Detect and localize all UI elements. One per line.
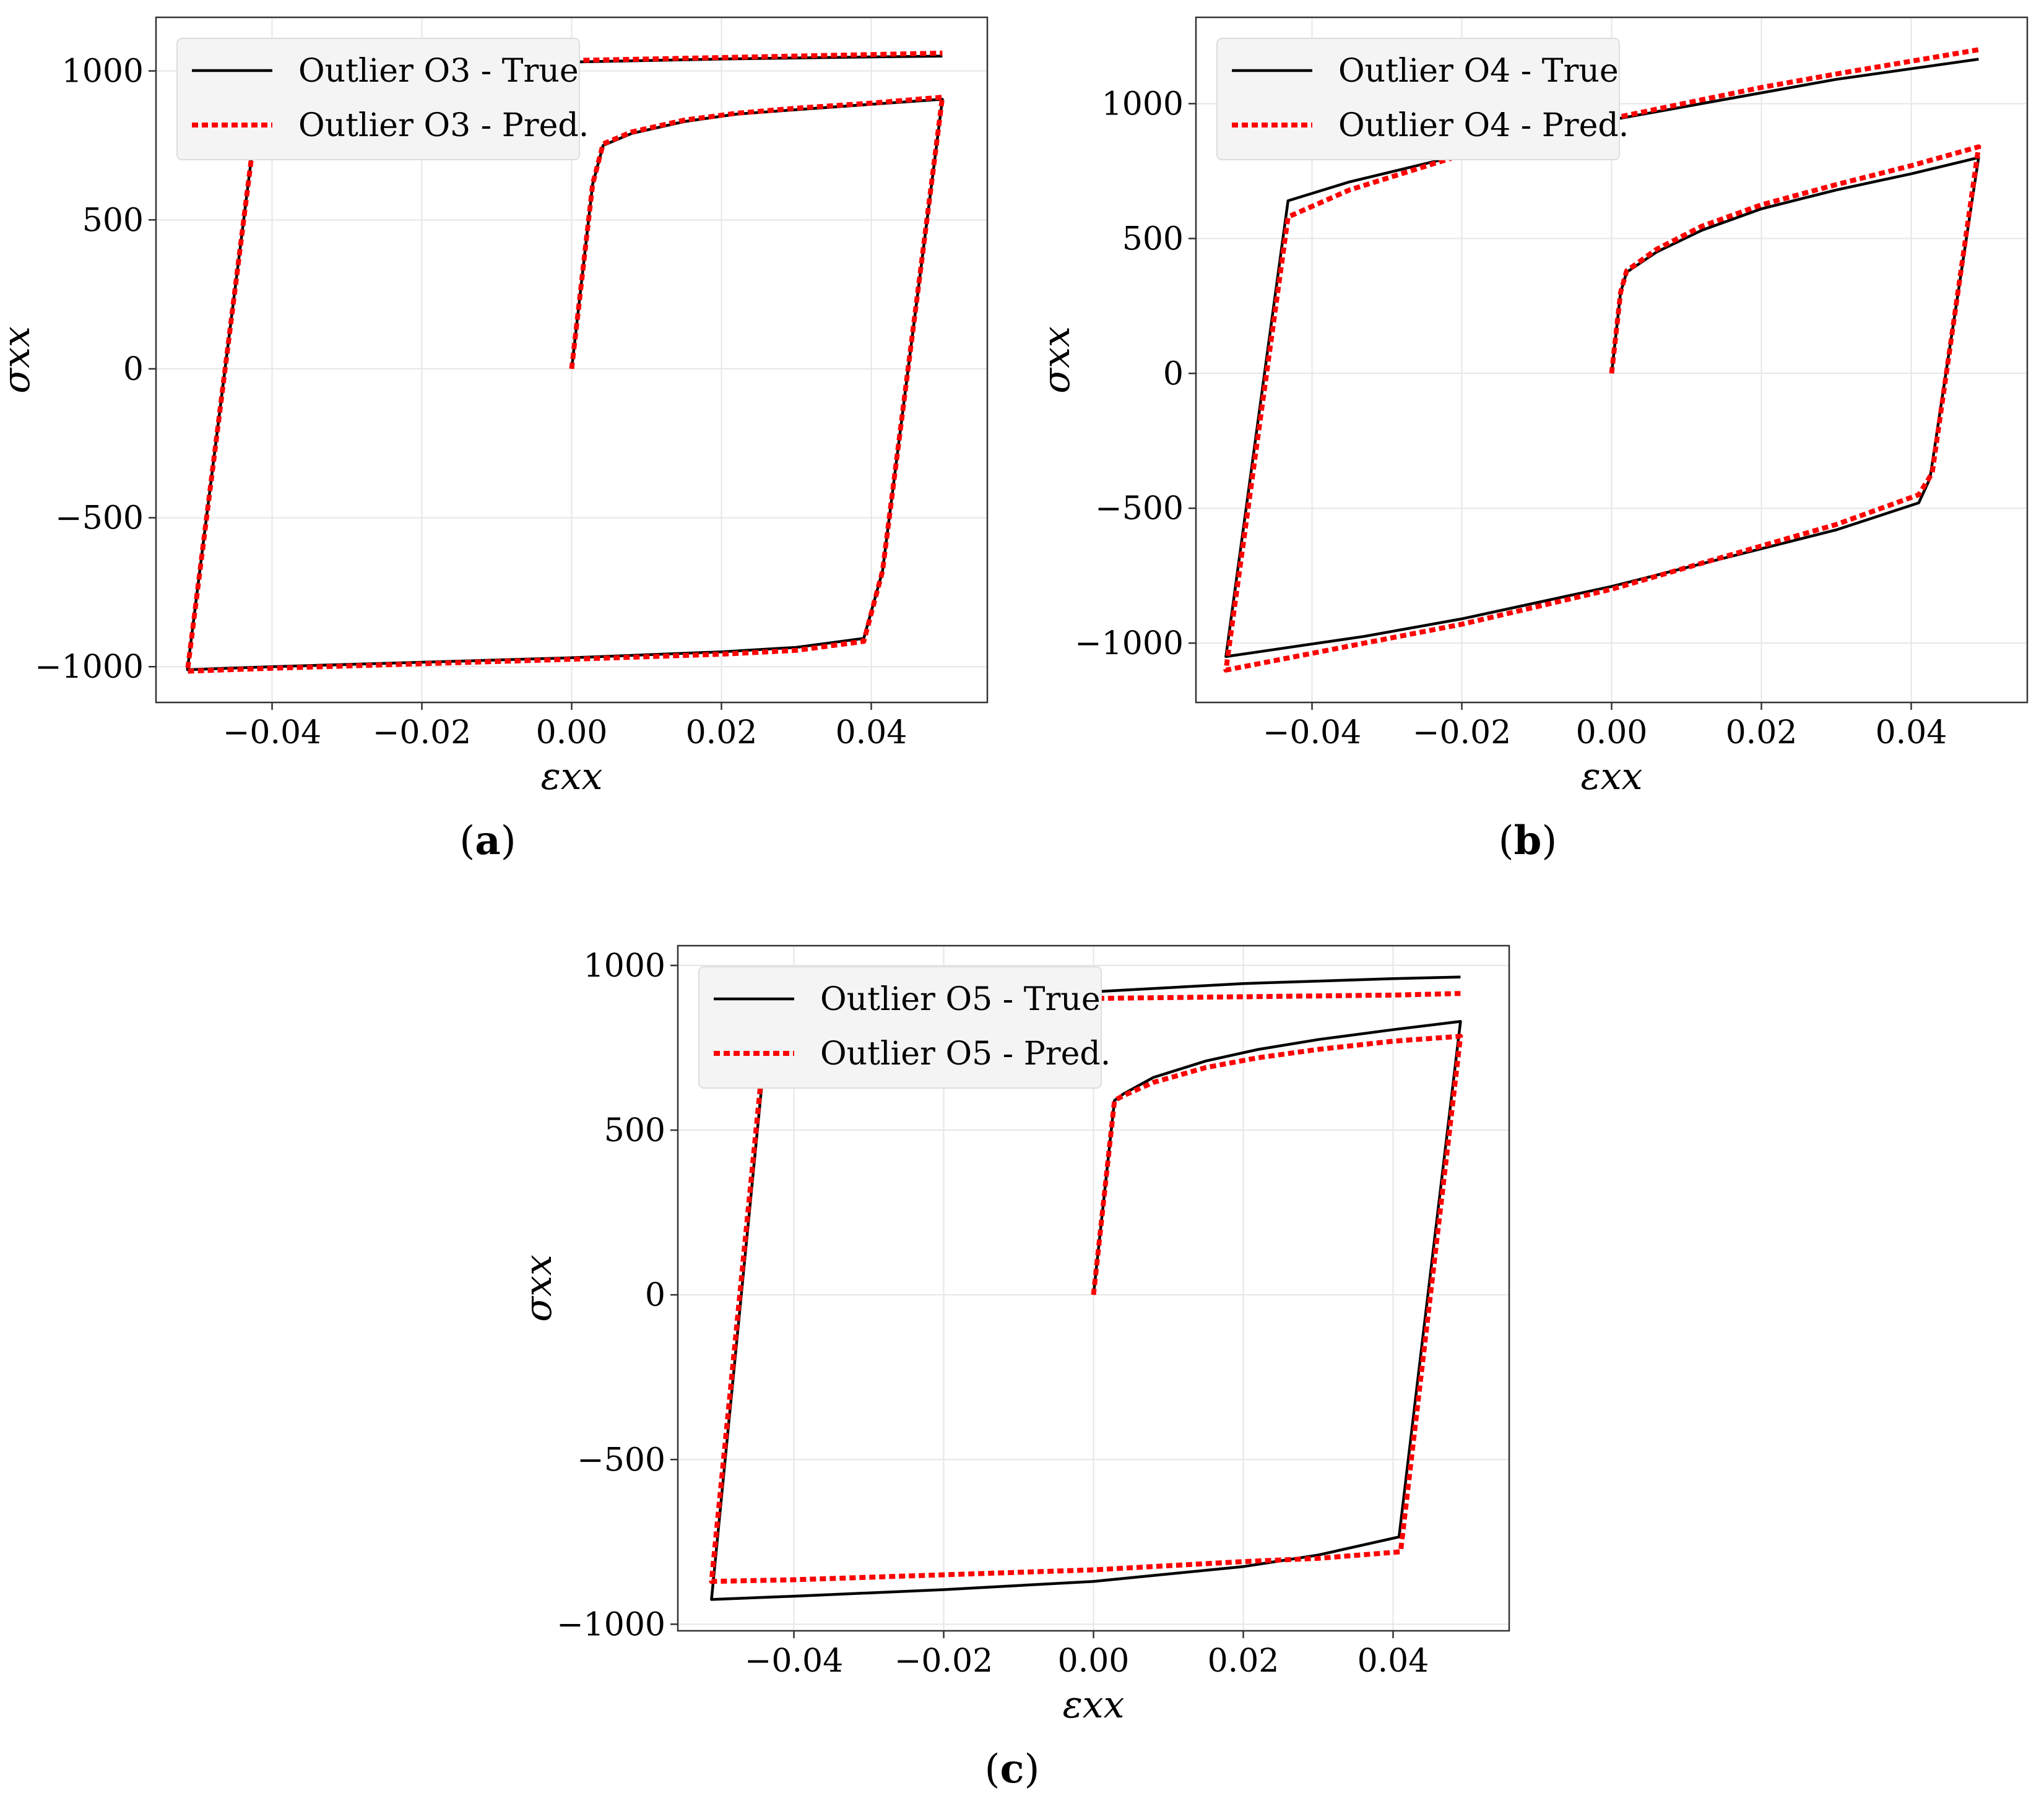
y-tick-label: 1000 <box>1102 85 1184 123</box>
y-tick-label: 500 <box>604 1112 665 1149</box>
x-tick-label: −0.02 <box>1413 714 1511 751</box>
x-tick-label: 0.02 <box>686 714 758 751</box>
y-axis-label: σxx <box>1035 326 1078 394</box>
y-tick-label: −500 <box>55 500 144 537</box>
x-tick-label: 0.02 <box>1208 1643 1280 1680</box>
x-tick-label: 0.02 <box>1726 714 1798 751</box>
x-tick-label: −0.04 <box>745 1643 843 1680</box>
y-tick-label: 0 <box>123 351 144 388</box>
legend-label-1: Outlier O3 - True <box>298 53 579 90</box>
x-axis-label: εxx <box>541 755 603 798</box>
series-line-2 <box>709 991 1463 1584</box>
legend: Outlier O4 - True Outlier O4 - Pred. <box>1216 38 1629 160</box>
legend-box <box>1216 38 1620 160</box>
y-tick-label: 500 <box>1122 220 1184 257</box>
series-line-2 <box>1223 47 1981 673</box>
y-tick-label: 500 <box>82 202 144 239</box>
panel-c: (c) −0.04 −0.02 0.00 0.02 0.04 −1000 −500 0 500 1… <box>517 944 1510 1792</box>
legend: Outlier O3 - True Outlier O3 - Pred. <box>176 38 589 160</box>
y-tick-label: 0 <box>1163 355 1184 392</box>
legend-box <box>698 966 1102 1089</box>
x-tick-label: 0.00 <box>536 714 608 751</box>
legend-label-1: Outlier O4 - True <box>1338 53 1619 90</box>
x-tick-label: 0.00 <box>1058 1643 1130 1680</box>
legend-label-1: Outlier O5 - True <box>820 981 1101 1018</box>
x-tick-label: 0.00 <box>1576 714 1648 751</box>
legend-label-2: Outlier O5 - Pred. <box>820 1035 1111 1073</box>
x-tick-label: −0.02 <box>373 714 471 751</box>
x-tick-label: 0.04 <box>1876 714 1947 751</box>
y-axis-label: σxx <box>517 1255 560 1322</box>
x-tick-label: 0.04 <box>836 714 907 751</box>
y-tick-label: −500 <box>1095 490 1184 527</box>
x-axis-label: εxx <box>1063 1683 1125 1727</box>
panel-b-caption-letter: b <box>1514 818 1542 864</box>
panel-c-caption-letter: c <box>1000 1746 1024 1792</box>
panel-a-caption: (a) <box>459 818 516 864</box>
legend-box <box>176 38 580 160</box>
y-tick-label: −1000 <box>556 1606 665 1643</box>
y-tick-label: 1000 <box>584 948 665 985</box>
x-axis-label: εxx <box>1581 755 1643 798</box>
x-tick-label: −0.04 <box>1263 714 1361 751</box>
panel-c-caption: (c) <box>985 1746 1040 1792</box>
y-tick-label: −500 <box>577 1441 665 1479</box>
x-tick-label: −0.04 <box>223 714 321 751</box>
series-line-2 <box>184 50 945 674</box>
y-tick-label: 0 <box>645 1277 665 1314</box>
legend: Outlier O5 - True Outlier O5 - Pred. <box>698 966 1111 1089</box>
panel-a-caption-letter: a <box>475 818 500 864</box>
y-tick-label: 1000 <box>62 53 144 90</box>
x-tick-label: 0.04 <box>1358 1643 1429 1680</box>
y-tick-label: −1000 <box>1075 625 1184 662</box>
panel-b-caption: (b) <box>1499 818 1557 864</box>
x-tick-label: −0.02 <box>894 1643 993 1680</box>
y-axis-label: σxx <box>0 326 38 394</box>
legend-label-2: Outlier O4 - Pred. <box>1338 107 1629 144</box>
legend-label-2: Outlier O3 - Pred. <box>298 107 589 144</box>
panel-a: (a) −0.04 −0.02 0.00 0.02 0.04 −1000 −500 0 500 1… <box>0 16 989 864</box>
panel-b: (b) −0.04 −0.02 0.00 0.02 0.04 −1000 −500 0 500 1… <box>1035 16 2029 864</box>
y-tick-label: −1000 <box>35 649 144 686</box>
